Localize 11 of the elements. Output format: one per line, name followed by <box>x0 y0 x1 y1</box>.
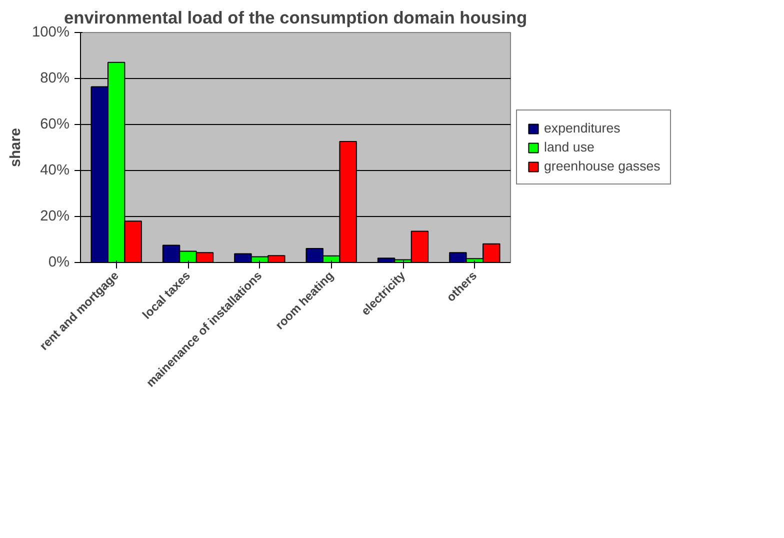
y-tick-label: 0% <box>48 254 70 270</box>
legend-label: land use <box>544 140 594 154</box>
chart-title: environmental load of the consumption domain housing <box>64 8 528 28</box>
y-tick-label: 60% <box>40 116 70 132</box>
legend-label: expenditures <box>544 120 620 136</box>
y-tick-label: 80% <box>40 70 70 86</box>
y-tick-label: 40% <box>40 162 70 178</box>
y-axis-title: share <box>8 128 24 168</box>
y-tick-label: 100% <box>32 24 70 40</box>
legend-label: greenhouse gasses <box>544 158 660 174</box>
y-tick-label: 20% <box>40 208 70 224</box>
